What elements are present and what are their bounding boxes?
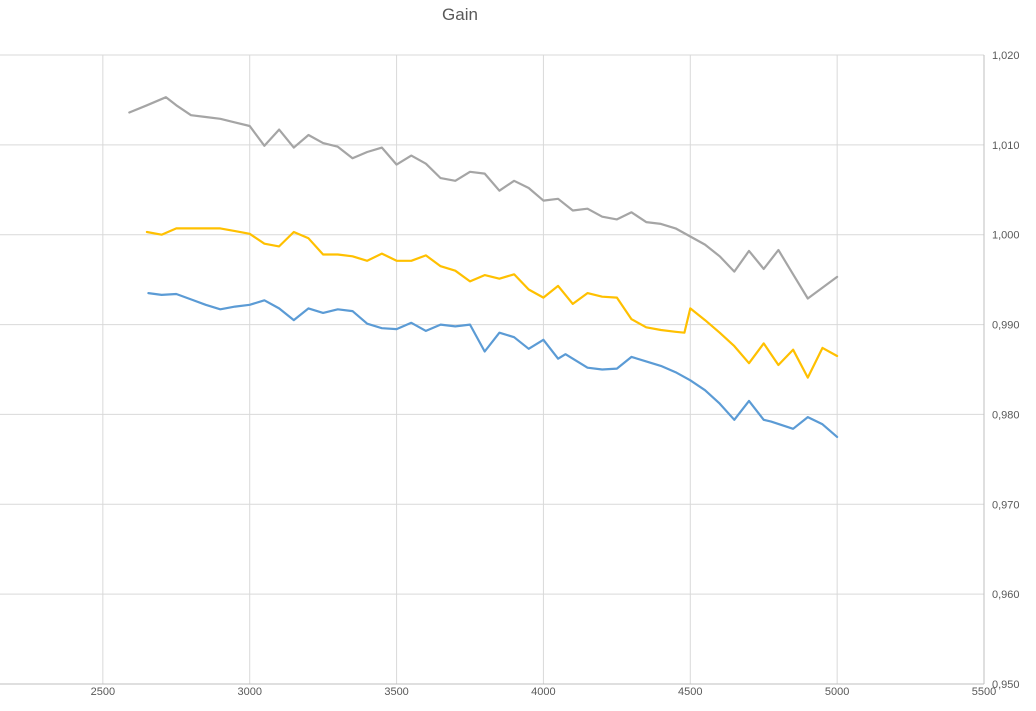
y-tick-label: 0,950 [992, 679, 1020, 691]
gridlines [0, 54, 984, 684]
y-tick-label: 0,970 [992, 499, 1020, 511]
series-line-3 [147, 292, 839, 438]
series-line-1 [128, 96, 839, 300]
x-tick-label: 2500 [91, 686, 115, 698]
axes [0, 55, 985, 685]
x-tick-label: 3000 [237, 686, 261, 698]
x-tick-label: 5500 [972, 686, 996, 698]
y-tick-label: 0,960 [992, 589, 1020, 601]
series-line-2 [145, 227, 839, 379]
y-tick-label: 0,980 [992, 409, 1020, 421]
y-tick-label: 1,020 [992, 50, 1020, 62]
x-tick-label: 4500 [678, 686, 702, 698]
chart-title: Gain [442, 5, 478, 24]
x-tick-label: 4000 [531, 686, 555, 698]
y-tick-label: 1,010 [992, 140, 1020, 152]
y-tick-label: 0,990 [992, 320, 1020, 332]
x-tick-label: 3500 [384, 686, 408, 698]
tick-labels: 0,950 0,960 0,970 0,980 0,990 1,000 1,010 1,020… [91, 50, 1020, 698]
series-lines [128, 96, 839, 438]
x-tick-label: 5000 [825, 686, 849, 698]
y-tick-label: 1,000 [992, 230, 1020, 242]
